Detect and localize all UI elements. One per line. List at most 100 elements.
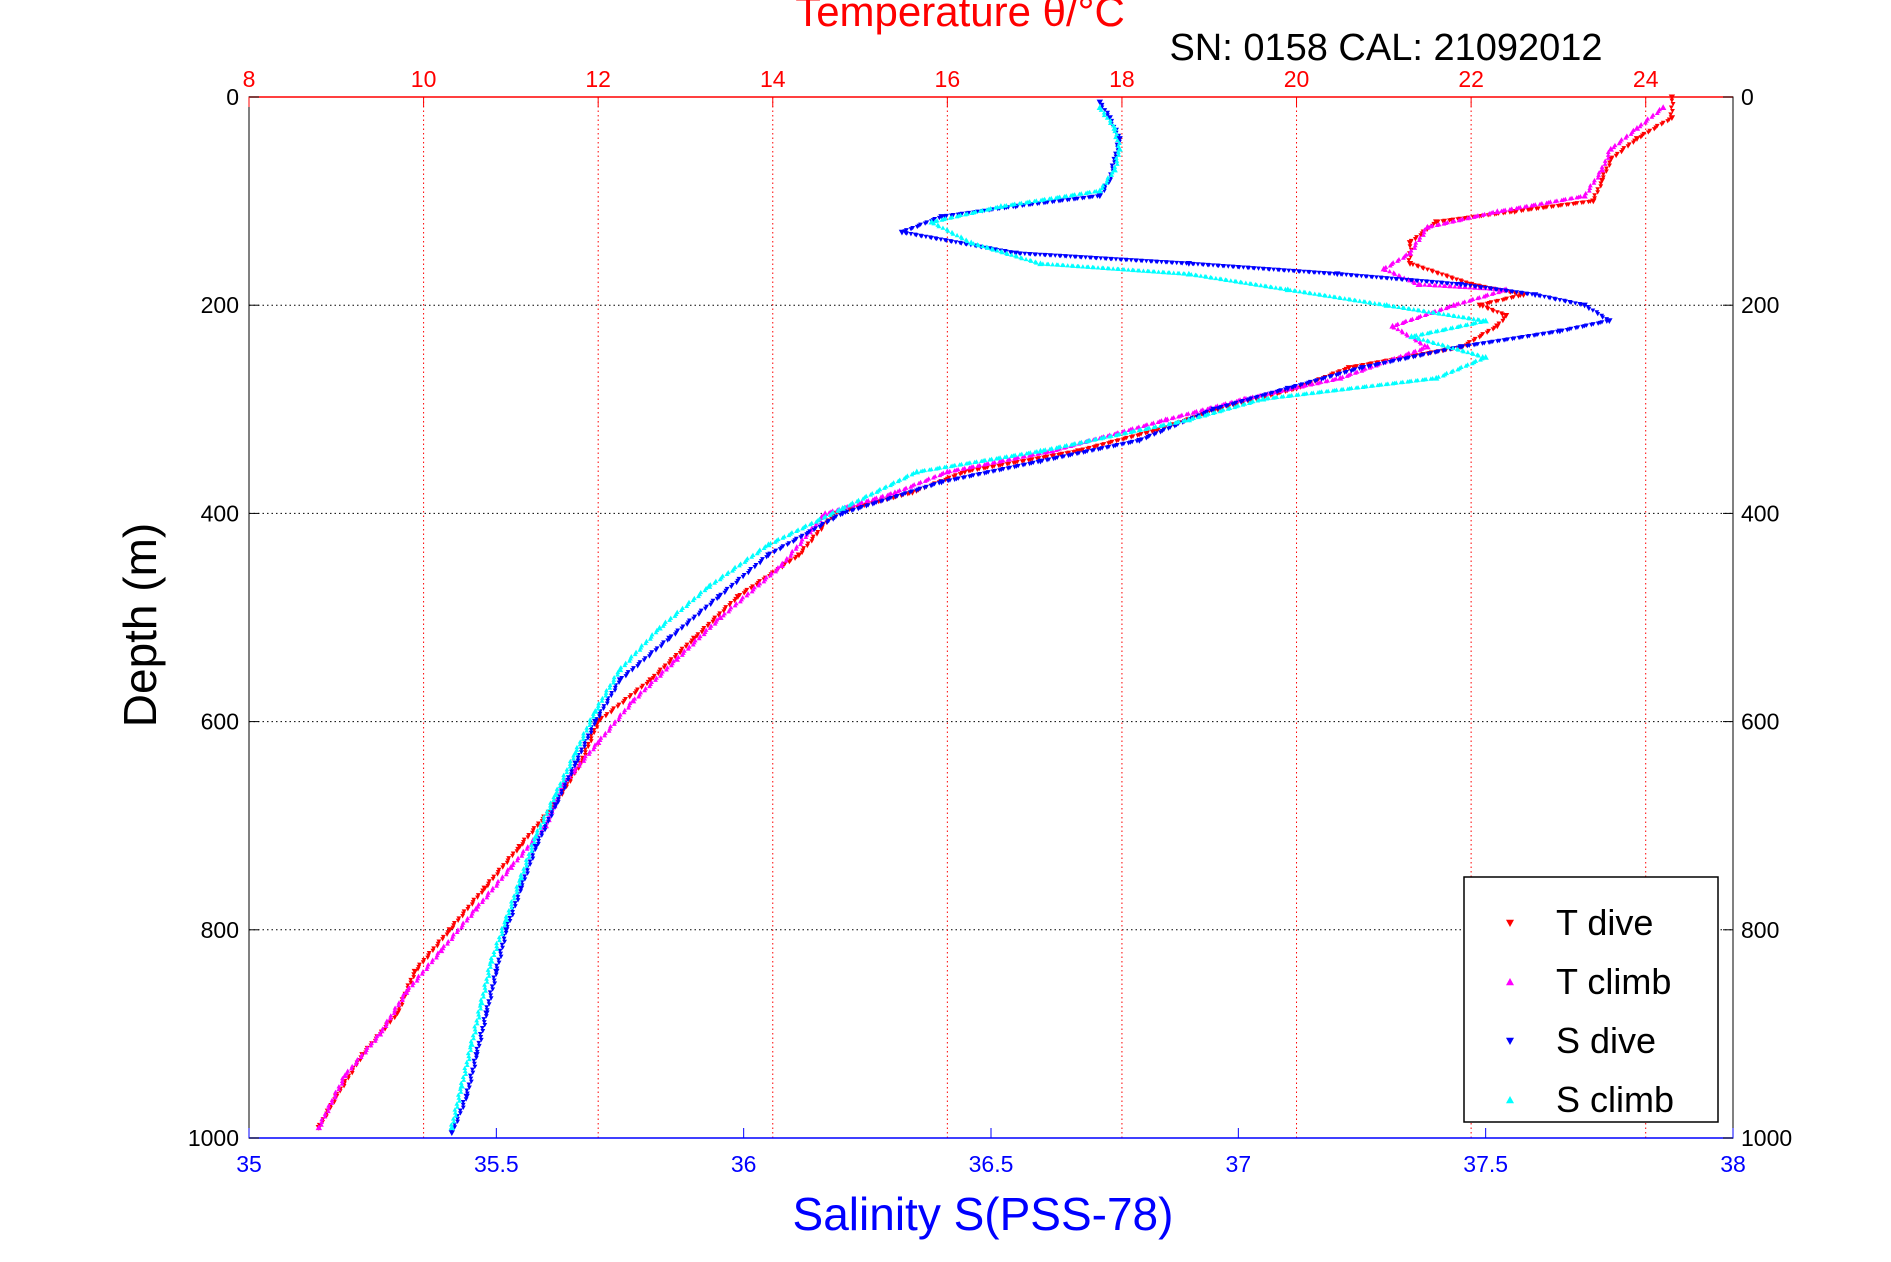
data-point-trace xyxy=(728,584,734,590)
data-point-trace xyxy=(509,905,515,910)
data-point-trace xyxy=(761,579,767,584)
data-point-trace xyxy=(936,481,942,486)
data-point-trace xyxy=(1436,374,1441,379)
data-point-trace xyxy=(1032,449,1038,454)
data-point xyxy=(1668,115,1676,122)
data-point-trace xyxy=(1184,261,1189,266)
temperature-tick-label: 16 xyxy=(935,66,961,92)
data-point-trace xyxy=(814,532,820,537)
data-point-trace xyxy=(1426,309,1432,314)
data-point xyxy=(1424,343,1431,350)
data-point-trace xyxy=(507,918,513,924)
data-point xyxy=(516,843,523,850)
data-point-trace xyxy=(332,1095,338,1100)
data-point-trace xyxy=(480,991,486,996)
data-point-trace xyxy=(951,474,957,479)
data-point-trace xyxy=(1232,404,1237,410)
data-point-trace xyxy=(1064,198,1070,203)
data-point-trace xyxy=(468,1076,474,1081)
data-point-trace xyxy=(501,863,506,868)
data-point-trace xyxy=(990,247,996,252)
data-point-trace xyxy=(472,1064,478,1070)
data-point-trace xyxy=(847,507,853,512)
data-point-trace xyxy=(1537,294,1543,299)
data-point-trace xyxy=(487,990,493,995)
data-point-trace xyxy=(554,786,560,791)
data-point-trace xyxy=(504,860,510,866)
data-point-trace xyxy=(1460,300,1466,305)
data-point-trace xyxy=(1327,374,1333,380)
data-point-trace xyxy=(1587,185,1593,191)
data-point-trace xyxy=(1095,194,1100,199)
data-point-trace xyxy=(483,988,488,993)
data-point-trace xyxy=(555,800,561,805)
data-point-trace xyxy=(1149,421,1155,426)
data-point-trace xyxy=(488,955,494,960)
data-point-trace xyxy=(1480,354,1486,359)
data-point-trace xyxy=(587,722,593,727)
data-point-trace xyxy=(895,489,901,494)
data-point-trace xyxy=(358,1054,364,1059)
data-point-trace xyxy=(336,1084,342,1089)
data-point-trace xyxy=(590,711,596,716)
data-point-trace xyxy=(475,904,481,909)
data-point-trace xyxy=(1330,388,1336,393)
data-point-trace xyxy=(562,786,568,791)
data-point-trace xyxy=(807,521,813,527)
data-point-trace xyxy=(1441,311,1447,317)
data-point-trace xyxy=(521,839,526,845)
data-point-trace xyxy=(694,634,700,639)
data-point-trace xyxy=(636,694,642,699)
data-point-trace xyxy=(481,994,486,999)
data-point-trace xyxy=(815,529,821,535)
data-point-trace xyxy=(587,717,593,722)
data-point-trace xyxy=(909,472,915,477)
data-point-trace xyxy=(476,1012,482,1017)
data-point-trace xyxy=(1213,275,1219,281)
data-point-trace xyxy=(1623,135,1629,140)
data-point-trace xyxy=(1068,193,1074,198)
data-point-trace xyxy=(1637,123,1643,129)
data-point-trace xyxy=(771,550,777,555)
data-point-trace xyxy=(387,1020,393,1025)
data-point-trace xyxy=(1516,335,1522,341)
data-point-trace xyxy=(1572,301,1578,306)
data-point-trace xyxy=(1586,199,1591,205)
data-point-trace xyxy=(1375,382,1381,388)
data-point-trace xyxy=(567,761,573,766)
legend-box xyxy=(1463,876,1719,1123)
data-point-trace xyxy=(1289,385,1295,391)
data-point-trace xyxy=(567,764,573,769)
data-point-trace xyxy=(496,957,501,962)
data-point-trace xyxy=(525,868,530,873)
data-point-trace xyxy=(1156,269,1161,274)
data-point-trace xyxy=(1600,172,1606,177)
data-point-trace xyxy=(901,486,907,492)
data-point-trace xyxy=(710,619,716,625)
data-point-trace xyxy=(492,981,498,986)
data-point-trace xyxy=(1425,267,1430,272)
data-point-trace xyxy=(1189,416,1195,421)
data-point-trace xyxy=(536,841,541,847)
data-point-trace xyxy=(478,997,484,1002)
data-point-trace xyxy=(592,722,597,727)
data-point-trace xyxy=(997,468,1003,473)
data-point-trace xyxy=(1469,321,1475,326)
data-point-trace xyxy=(1600,315,1606,320)
data-point-trace xyxy=(978,208,983,213)
data-point-trace xyxy=(542,825,548,830)
data-point-trace xyxy=(379,1028,385,1034)
data-point-trace xyxy=(522,877,528,882)
data-point xyxy=(1502,313,1510,319)
data-point-trace xyxy=(708,602,714,608)
data-point-trace xyxy=(1393,322,1399,327)
data-point-trace xyxy=(612,685,618,691)
data-point-trace xyxy=(899,493,905,498)
data-point-trace xyxy=(667,617,672,622)
data-point-trace xyxy=(1327,271,1333,276)
data-point-trace xyxy=(908,232,914,237)
data-point-trace xyxy=(1564,328,1570,333)
data-point-trace xyxy=(1209,275,1215,280)
data-point-trace xyxy=(1542,294,1547,300)
data-point-trace xyxy=(414,978,420,983)
